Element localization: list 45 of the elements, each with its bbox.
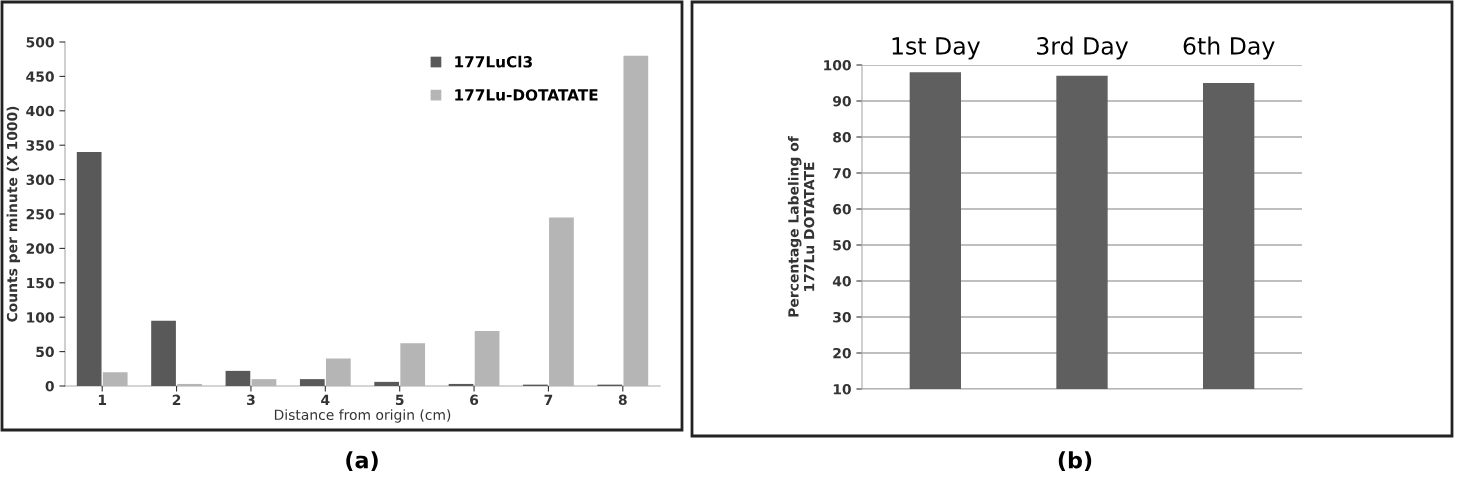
- bar: [448, 383, 474, 386]
- y-tick-label: 50: [833, 239, 851, 251]
- y-tick-label: 100: [27, 312, 54, 323]
- bar: [374, 381, 400, 386]
- x-tick-label: 7: [544, 394, 553, 405]
- y-tick-label: 500: [26, 36, 54, 48]
- y-tick-label: 70: [833, 167, 851, 179]
- y-tick-label: 300: [26, 174, 54, 186]
- x-tick-label: 2: [172, 394, 181, 405]
- x-tick-label: 1: [98, 394, 107, 405]
- y-tick-label: 150: [27, 277, 54, 289]
- y-tick-label: 200: [26, 243, 54, 254]
- x-tick-label: 5: [395, 394, 404, 406]
- x-tick-label: 8: [618, 394, 627, 406]
- bar: [299, 379, 325, 386]
- y-tick-label: 40: [832, 275, 851, 287]
- y-axis-title: Counts per minute (X 1000): [6, 106, 21, 322]
- y-axis-title: Percentage Labeling of 177Lu DOTATATE: [787, 136, 815, 317]
- bar: [76, 152, 102, 386]
- x-tick-label: 1st Day: [892, 37, 980, 60]
- bar: [151, 320, 176, 386]
- bar: [225, 370, 251, 386]
- y-tick-label: 400: [26, 105, 54, 117]
- x-tick-label: 4: [321, 394, 330, 405]
- y-tick-label: 350: [26, 140, 54, 151]
- x-tick-label: 6: [470, 394, 479, 406]
- y-tick-label: 50: [36, 346, 54, 358]
- text: (b): [1058, 451, 1092, 472]
- text: (a): [346, 451, 378, 472]
- y-tick-label: 250: [26, 208, 54, 220]
- y-tick-label: 20: [833, 347, 851, 359]
- y-tick-label: 80: [833, 131, 851, 143]
- y-tick-label: 10: [833, 383, 851, 395]
- legend-label: 177Lu-DOTATATE: [455, 89, 598, 101]
- x-tick-label: 3rd Day: [1037, 36, 1129, 60]
- y-tick-label: 60: [833, 203, 851, 215]
- x-axis-title: Distance from origin (cm): [274, 409, 451, 423]
- y-tick-label: 450: [26, 71, 54, 82]
- x-tick-label: 3: [247, 394, 255, 406]
- y-tick-label: 90: [832, 95, 851, 107]
- y-tick-label: 0: [45, 380, 54, 392]
- y-tick-label: 30: [833, 311, 851, 323]
- legend-label: 177LuCl3: [455, 55, 532, 68]
- x-tick-label: 6th Day: [1183, 36, 1275, 60]
- y-tick-label: 100: [824, 59, 851, 71]
